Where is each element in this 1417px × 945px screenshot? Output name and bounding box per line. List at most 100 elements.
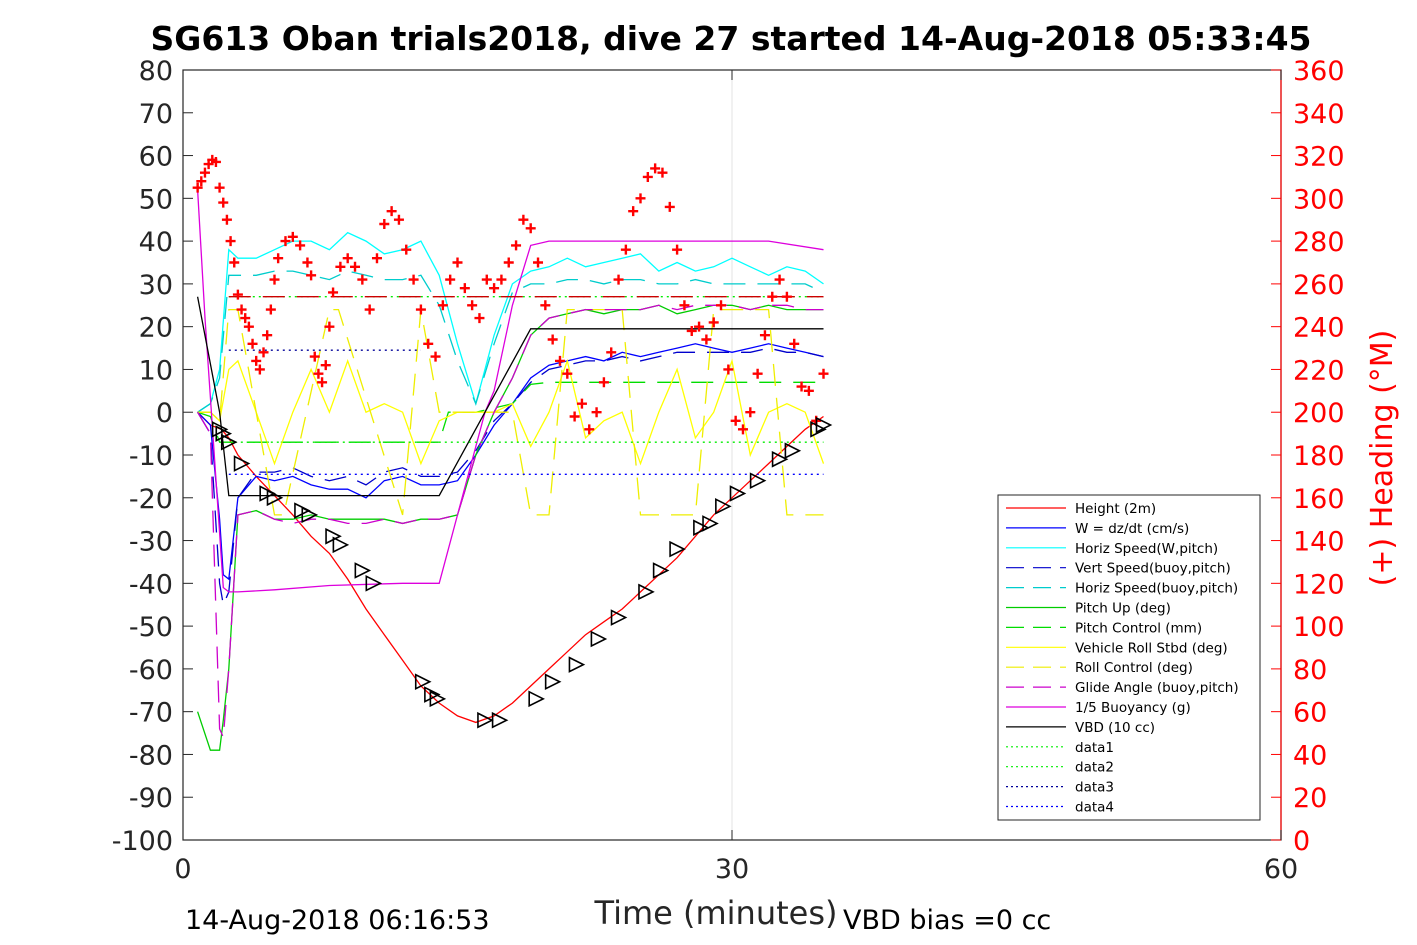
y-tick-label: 50 [139, 184, 173, 215]
legend-label: Height (2m) [1075, 501, 1156, 517]
heading-point [664, 201, 675, 212]
heading-point [379, 219, 390, 229]
heading-point [317, 377, 328, 388]
heading-point [650, 163, 661, 174]
heading-point [767, 291, 778, 302]
heading-point [254, 364, 265, 375]
heading-point [243, 321, 254, 332]
legend-label: VBD (10 cc) [1075, 720, 1155, 736]
legend-label: Pitch Up (deg) [1075, 601, 1171, 617]
heading-point [686, 325, 697, 336]
y2-tick-label: 220 [1293, 355, 1345, 386]
y2-tick-label: 40 [1293, 740, 1327, 771]
footer-vbd-bias: VBD bias =0 cc [843, 905, 1051, 936]
triangle-marker [429, 690, 447, 708]
y-tick-label: 60 [139, 142, 173, 173]
heading-point [364, 304, 375, 315]
heading-point [803, 385, 814, 396]
triangle-marker [702, 515, 719, 532]
heading-point [251, 355, 262, 366]
triangle-marker [693, 519, 710, 537]
heading-point [737, 424, 748, 435]
x-axis: 0 30 60 [174, 70, 1298, 885]
triangle-marker [414, 673, 432, 691]
y2-tick-label: 240 [1293, 313, 1345, 344]
heading-point [229, 257, 240, 268]
heading-point [408, 274, 419, 285]
triangle-markers [211, 416, 833, 729]
y2-tick-label: 320 [1293, 142, 1345, 173]
heading-point [280, 236, 291, 247]
legend-label: Horiz Speed(buoy,pitch) [1075, 581, 1238, 597]
heading-point [445, 274, 456, 285]
heading-point [774, 274, 785, 285]
heading-point [708, 317, 719, 328]
series-line-1 [197, 343, 824, 581]
triangle-marker [638, 583, 655, 601]
triangle-marker [544, 673, 562, 691]
heading-point [357, 274, 368, 285]
series-line-2 [197, 231, 824, 413]
heading-point [350, 261, 361, 272]
heading-point [540, 300, 551, 311]
y-tick-label: 20 [139, 313, 173, 344]
heading-point [221, 214, 232, 225]
y-tick-label: 40 [139, 227, 173, 258]
series-line-10 [196, 189, 824, 593]
heading-point [781, 291, 792, 302]
heading-point [657, 167, 668, 178]
chart-title: SG613 Oban trials2018, dive 27 started 1… [150, 19, 1311, 58]
heading-point [309, 351, 320, 362]
heading-point [584, 424, 595, 435]
heading-point [716, 300, 727, 311]
y-tick-label: 70 [139, 99, 173, 130]
heading-point [533, 257, 544, 268]
heading-point [606, 347, 617, 358]
heading-point [796, 381, 807, 392]
heading-point [554, 355, 565, 366]
heading-point [496, 274, 507, 285]
heading-point [613, 274, 624, 285]
heading-point [430, 351, 441, 362]
y-tick-label: -50 [129, 612, 173, 643]
heading-point [701, 334, 712, 345]
heading-point [269, 274, 280, 285]
heading-point [232, 289, 243, 300]
heading-point [511, 240, 522, 251]
y2-tick-label: 300 [1293, 184, 1345, 215]
y2-tick-label: 20 [1293, 783, 1327, 814]
triangle-marker [233, 455, 251, 472]
heading-point [236, 304, 247, 315]
y-tick-label: -100 [112, 826, 173, 857]
y-tick-label: -10 [129, 441, 173, 472]
heading-point [694, 321, 705, 332]
series-layer [196, 189, 825, 751]
legend-label: Pitch Control (mm) [1075, 620, 1202, 636]
heading-point [313, 368, 324, 379]
heading-point [328, 287, 339, 298]
y2-tick-label: 200 [1293, 398, 1345, 429]
heading-point [342, 253, 353, 264]
heading-point [723, 364, 734, 375]
y-tick-label: -90 [129, 783, 173, 814]
legend-label: data4 [1075, 800, 1114, 816]
y-tick-label: -60 [129, 655, 173, 686]
heading-point [525, 223, 536, 234]
y-tick-label: -20 [129, 484, 173, 515]
triangle-marker [784, 442, 802, 460]
y2-tick-label: 140 [1293, 527, 1345, 558]
legend-label: data2 [1075, 760, 1114, 776]
series-line-8 [197, 308, 824, 516]
triangle-marker [301, 506, 319, 524]
y-tick-label: -30 [129, 527, 173, 558]
y2-tick-label: 260 [1293, 270, 1345, 301]
heading-point [214, 182, 225, 193]
heading-point [196, 176, 207, 187]
triangle-marker [215, 425, 233, 442]
legend-label: data1 [1075, 740, 1114, 756]
triangle-marker [715, 498, 732, 515]
triangle-marker [568, 656, 586, 673]
triangle-marker [365, 575, 383, 592]
legend: Height (2m) W = dz/dt (cm/s) Horiz Speed(W… [997, 494, 1261, 821]
triangle-marker [528, 690, 545, 708]
